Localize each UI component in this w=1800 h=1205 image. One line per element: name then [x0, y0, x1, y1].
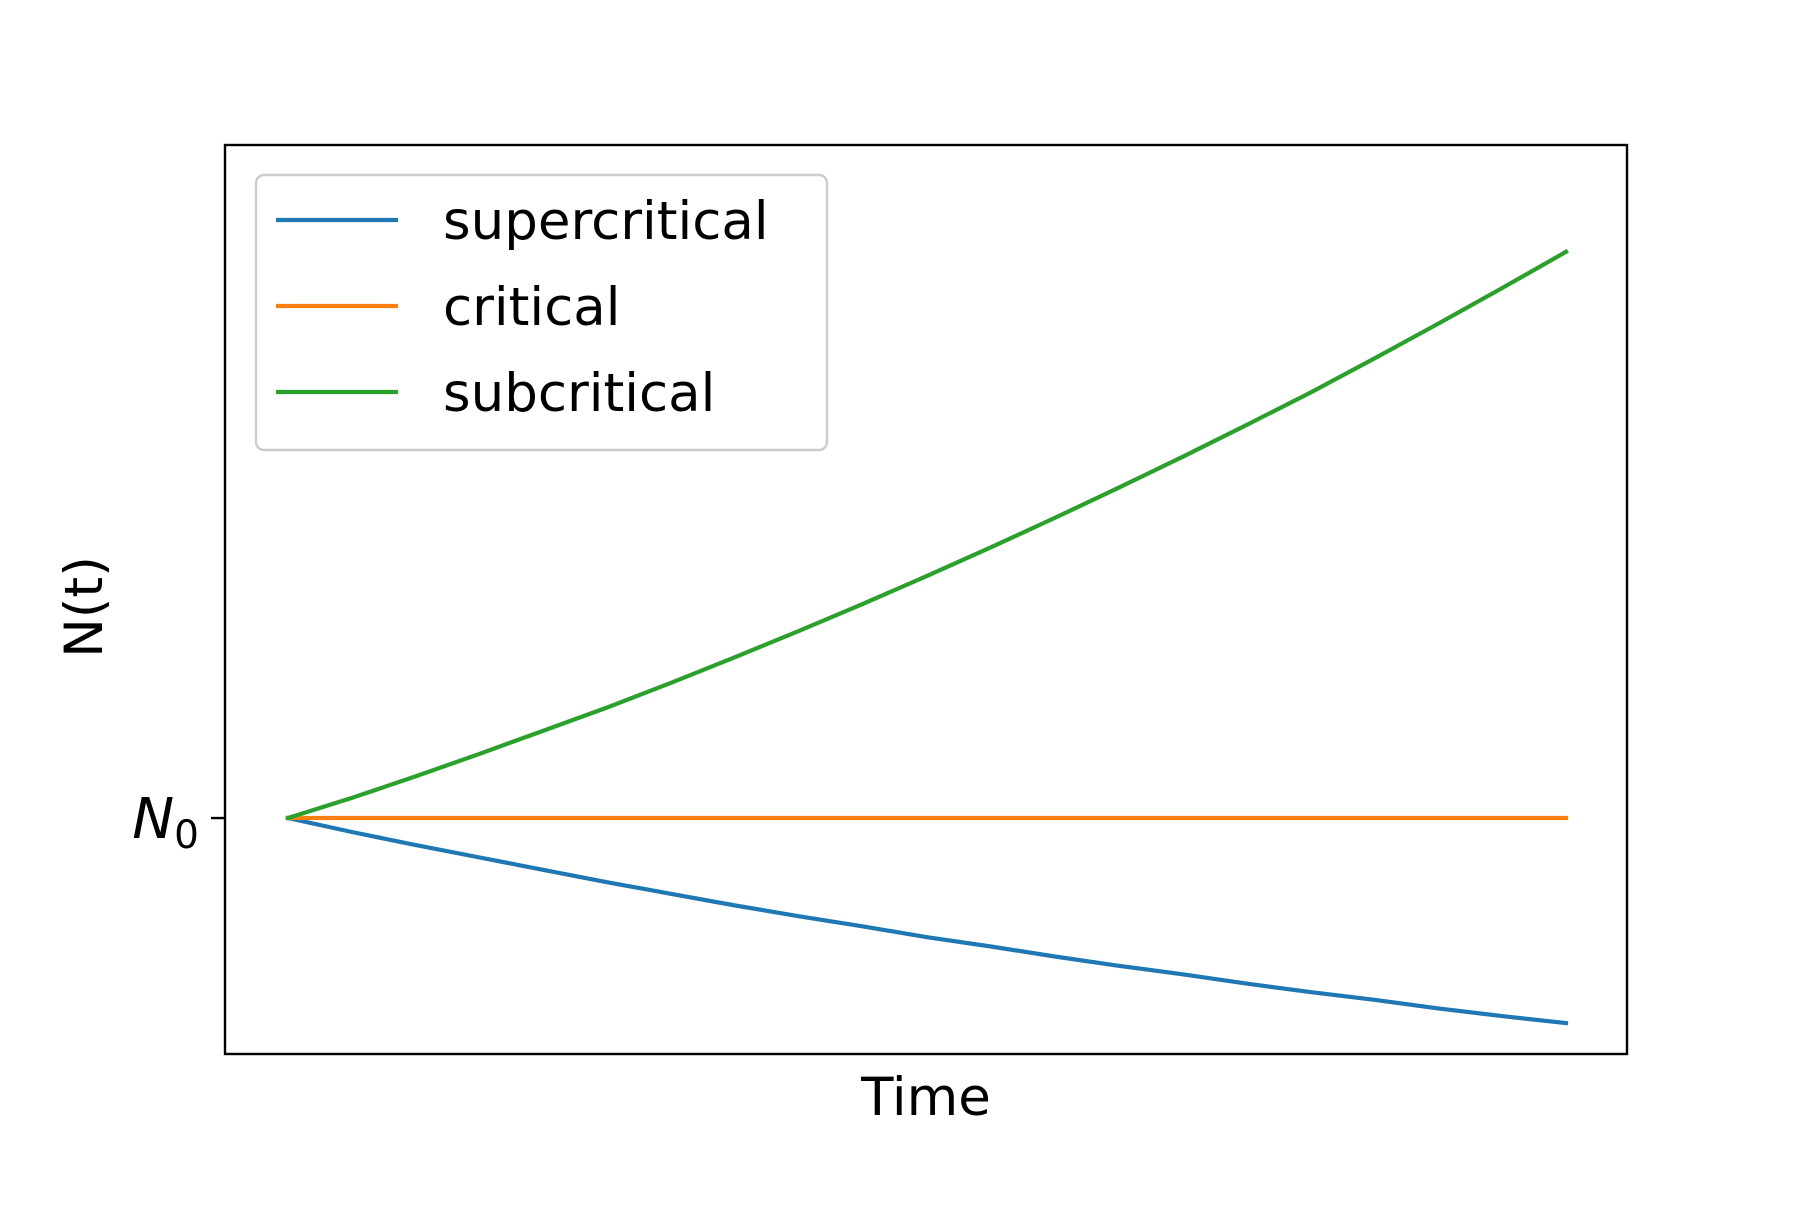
series-line-subcritical — [285, 248, 1569, 821]
series-line-supercritical — [285, 815, 1569, 1026]
legend-label-subcritical: subcritical — [443, 363, 715, 424]
x-axis-label: Time — [860, 1067, 991, 1128]
legend-label-critical: critical — [443, 277, 621, 338]
plot-frame — [223, 143, 1629, 1056]
legend-box — [254, 173, 829, 452]
y-tick-label: N0 — [132, 787, 199, 858]
legend-label-supercritical: supercritical — [443, 191, 769, 252]
y-axis: N0 — [132, 787, 225, 858]
series-layer — [285, 248, 1569, 1026]
legend: supercritical critical subcritical — [254, 173, 829, 452]
y-axis-label: N(t) — [54, 556, 115, 658]
